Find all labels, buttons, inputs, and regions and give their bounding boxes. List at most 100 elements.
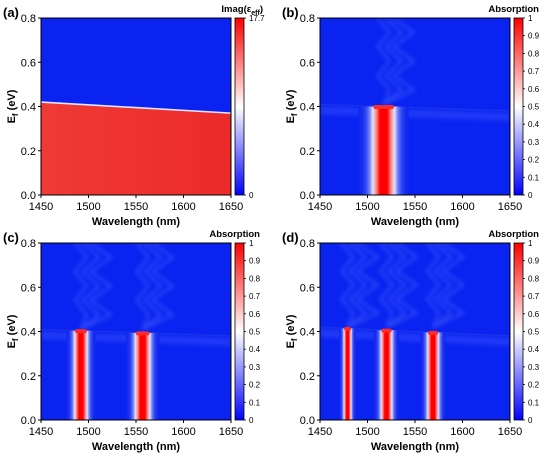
colorbar-tick-label: 0.9 [249,257,261,266]
band-line [73,243,89,330]
plot-area [320,18,510,195]
colorbar-title: Absorption [488,229,539,240]
resonance-cap [427,330,439,335]
colorbar-title: Imag(εeff) [221,4,263,17]
x-tick-label: 1450 [308,426,332,438]
resonance-column [125,332,160,420]
x-tick-label: 1650 [219,426,243,438]
panel-3: 1450 1500 1550 1600 1650 0.0 0.2 0.4 0.6 0.8 Wavel… [282,229,540,453]
colorbar-tick-label: 0 [528,191,533,200]
band-line [141,243,163,331]
colorbar [513,17,524,196]
panel-label: (d) [282,230,299,245]
colorbar-tick-label: 0 [528,416,533,425]
colorbar-tick-label: 0.7 [528,292,540,301]
y-tick-label: 0.6 [21,282,36,294]
colorbar [234,17,245,196]
resonance-column [358,106,409,195]
y-tick-label: 0.2 [300,371,315,383]
colorbar-tick-label: 0.7 [528,67,540,76]
resonance-column [373,330,400,420]
colorbar-tick-label: 0.2 [528,381,540,390]
colorbar-tick-label: 0.6 [249,310,261,319]
panel-label: (b) [282,5,299,20]
y-tick-label: 0.0 [21,415,36,427]
colorbar-tick-label: 1 [528,14,533,23]
resonance-column [66,330,96,420]
band-line [346,243,368,329]
resonance-cap [344,326,351,331]
x-tick-label: 1600 [171,201,195,213]
y-tick-label: 0.6 [300,57,315,69]
resonance-column [339,328,356,420]
resonance-cap [381,328,392,333]
y-tick-label: 0.8 [300,13,315,25]
threshold-glow [320,329,510,346]
y-tick-label: 0.0 [300,415,315,427]
plot-area [41,243,231,420]
colorbar-tick-label: 0.6 [528,310,540,319]
colorbar-tick-label: 0.4 [528,120,540,129]
y-tick-label: 0.8 [300,238,315,250]
x-tick-label: 1500 [355,201,379,213]
y-tick-label: 0.6 [21,57,36,69]
colorbar-tick-label: 0.9 [528,32,540,41]
y-tick-label: 0.2 [21,371,36,383]
y-tick-label: 0.4 [21,102,36,114]
x-tick-label: 1550 [124,201,148,213]
band-line [142,243,176,331]
y-tick-label: 0.2 [21,146,36,158]
y-axis-label: Ef (eV) [6,89,20,123]
resonance-cap [135,331,150,336]
band-line [80,243,114,331]
upper-band-structure [73,243,176,331]
x-axis-label: Wavelength (nm) [371,216,460,228]
x-tick-label: 1600 [450,201,474,213]
y-axis-label: Ef (eV) [285,314,299,348]
upper-band-structure [376,18,417,106]
colorbar-tick-label: 0.7 [249,292,261,301]
x-tick-label: 1550 [403,201,427,213]
band-line [135,243,151,330]
y-tick-label: 0.8 [21,238,36,250]
x-tick-label: 1450 [29,201,53,213]
x-tick-label: 1600 [450,426,474,438]
x-tick-label: 1550 [124,426,148,438]
colorbar-title: Absorption [209,229,260,240]
panel-2: 1450 1500 1550 1600 1650 0.0 0.2 0.4 0.6 0.8 Wavel… [3,229,261,453]
x-tick-label: 1550 [403,426,427,438]
x-tick-label: 1650 [498,426,522,438]
y-tick-label: 0.4 [300,327,315,339]
resonance-cap [373,105,394,110]
panel-label: (a) [3,5,19,20]
band-line [339,243,356,328]
resonance-column [420,332,446,420]
plot-area [320,243,510,420]
x-tick-label: 1650 [219,201,243,213]
y-tick-label: 0.0 [21,190,36,202]
band-line [376,18,392,105]
colorbar-tick-label: 0.1 [528,398,540,407]
colorbar-tick-label: 0.1 [249,398,261,407]
colorbar-tick-label: 0.3 [528,363,540,372]
colorbar-tick-label: 0.8 [528,49,540,58]
band-line [385,243,407,329]
y-tick-label: 0.4 [300,102,315,114]
colorbar-tick-label: 0.9 [528,257,540,266]
y-tick-label: 0.0 [300,190,315,202]
colorbar-title: Absorption [488,4,539,15]
x-tick-label: 1500 [355,426,379,438]
panel-1: 1450 1500 1550 1600 1650 0.0 0.2 0.4 0.6 0.8 Wavel… [282,4,540,228]
colorbar-tick-label: 0.5 [528,328,540,337]
band-line [378,243,395,328]
x-axis-label: Wavelength (nm) [92,216,181,228]
colorbar-tick-label: 0.5 [249,328,261,337]
x-tick-label: 1500 [76,426,100,438]
x-tick-label: 1600 [171,426,195,438]
band-line [385,243,419,329]
x-tick-label: 1450 [308,201,332,213]
x-axis-label: Wavelength (nm) [371,441,460,453]
colorbar-tick-label: 0.5 [528,103,540,112]
band-line [383,18,417,106]
